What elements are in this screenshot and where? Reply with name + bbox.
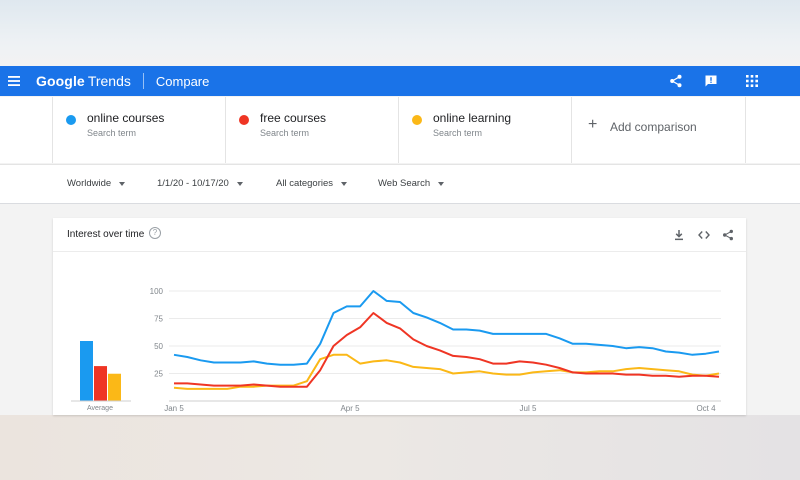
download-icon[interactable] — [670, 226, 688, 244]
y-tick-label: 100 — [150, 287, 164, 296]
feedback-icon[interactable] — [699, 66, 723, 96]
category-value: All categories — [276, 178, 334, 189]
google-trends-logo[interactable]: Google Trends — [36, 73, 131, 89]
search-term-online-courses[interactable]: online courses Search term — [52, 97, 225, 163]
date-range-value: 1/1/20 - 10/17/20 — [157, 178, 229, 189]
y-tick-label: 50 — [154, 342, 163, 351]
plus-icon: + — [588, 116, 598, 133]
series-line-online-courses — [173, 290, 720, 366]
chevron-down-icon — [119, 181, 126, 186]
card-divider — [53, 251, 746, 252]
share-icon[interactable] — [664, 66, 688, 96]
interest-over-time-card: Interest over time ? 100 75 50 25 Jan 5 Apr 5… — [53, 218, 746, 415]
chevron-down-icon — [236, 181, 243, 186]
embed-icon[interactable] — [695, 226, 713, 244]
add-comparison-label: Add comparison — [610, 120, 697, 134]
average-label: Average — [87, 405, 113, 412]
region-value: Worldwide — [67, 178, 112, 189]
date-range-dropdown[interactable]: 1/1/20 - 10/17/20 — [157, 178, 243, 189]
series-color-dot — [239, 115, 249, 125]
help-icon[interactable]: ? — [149, 227, 161, 239]
apps-icon[interactable] — [740, 66, 764, 96]
x-tick-label: Apr 5 — [340, 404, 360, 413]
add-comparison-button[interactable]: + Add comparison — [571, 97, 746, 163]
search-term-online-learning[interactable]: online learning Search term — [398, 97, 571, 163]
filters-bar: Worldwide 1/1/20 - 10/17/20 All categori… — [0, 164, 800, 204]
chevron-down-icon — [341, 181, 348, 186]
x-tick-label: Jan 5 — [164, 404, 184, 413]
search-term-label: free courses — [260, 111, 327, 125]
card-title: Interest over time — [67, 229, 145, 240]
search-type-dropdown[interactable]: Web Search — [378, 178, 445, 189]
series-color-dot — [412, 115, 422, 125]
category-dropdown[interactable]: All categories — [276, 178, 348, 189]
app-header: Google Trends Compare — [0, 66, 800, 96]
interest-over-time-chart: 100 75 50 25 Jan 5 Apr 5 Jul 5 Oct 4 Average — [71, 287, 721, 413]
x-tick-label: Oct 4 — [696, 404, 716, 413]
average-bar — [108, 373, 121, 401]
page-title: Compare — [155, 73, 210, 89]
logo-trends-text: Trends — [87, 73, 131, 89]
search-term-label: online learning — [433, 111, 512, 125]
search-terms-bar: online courses Search term free courses … — [0, 97, 800, 163]
menu-icon[interactable] — [0, 66, 28, 96]
header-divider — [142, 73, 144, 89]
logo-google-text: Google — [36, 73, 85, 89]
x-tick-label: Jul 5 — [520, 404, 537, 413]
chevron-down-icon — [438, 181, 445, 186]
average-bar — [94, 366, 107, 401]
search-term-type: Search term — [433, 128, 483, 138]
series-line-free-courses — [174, 312, 720, 388]
share-icon[interactable] — [719, 226, 737, 244]
search-term-free-courses[interactable]: free courses Search term — [225, 97, 398, 163]
y-tick-label: 75 — [154, 315, 163, 324]
search-term-label: online courses — [87, 111, 165, 125]
y-tick-label: 25 — [154, 370, 163, 379]
page-background-bottom — [0, 415, 800, 480]
series-color-dot — [66, 115, 76, 125]
region-dropdown[interactable]: Worldwide — [67, 178, 126, 189]
average-bar — [80, 341, 93, 401]
search-term-type: Search term — [87, 128, 137, 138]
search-type-value: Web Search — [378, 178, 431, 189]
search-term-type: Search term — [260, 128, 310, 138]
